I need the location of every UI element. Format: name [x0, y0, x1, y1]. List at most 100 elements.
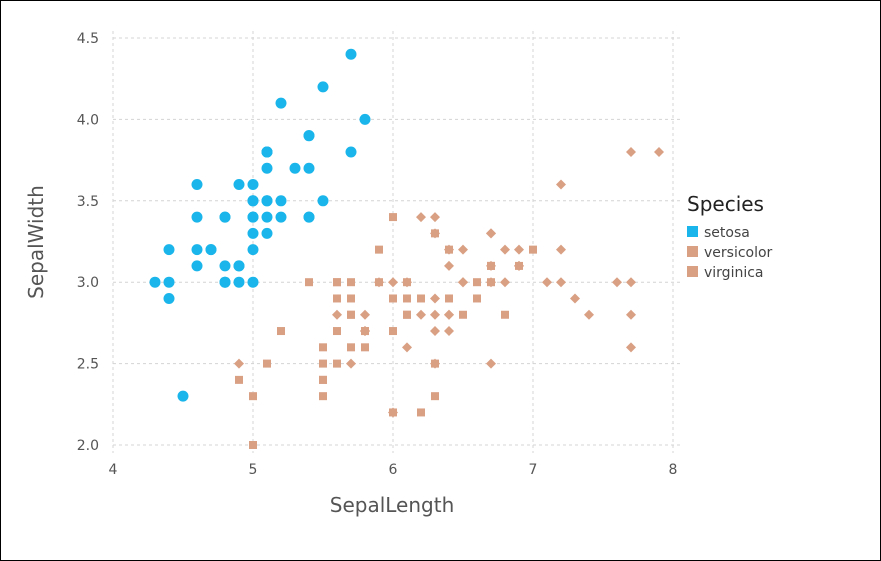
setosa-point	[345, 48, 357, 60]
virginica-point	[444, 326, 454, 337]
setosa-point	[303, 211, 315, 223]
versicolor-point	[417, 408, 425, 417]
versicolor-point	[389, 294, 397, 303]
virginica-point	[500, 277, 510, 288]
virginica-point	[374, 277, 384, 288]
versicolor-point	[333, 359, 341, 368]
versicolor-point	[473, 294, 481, 303]
legend: Species setosa versicolor virginica	[687, 192, 773, 281]
setosa-point	[219, 211, 231, 223]
setosa-point	[261, 162, 273, 174]
y-tick-label: 3.5	[77, 194, 99, 210]
virginica-point	[514, 244, 524, 255]
setosa-point	[345, 146, 357, 158]
versicolor-point	[263, 359, 271, 368]
versicolor-point	[319, 392, 327, 401]
y-tick-label: 4.5	[77, 31, 99, 47]
setosa-point	[191, 179, 203, 191]
virginica-point	[626, 309, 636, 320]
setosa-point	[149, 276, 161, 288]
setosa-point	[163, 244, 175, 256]
versicolor-point	[389, 327, 397, 336]
x-tick-labels: 4 5 6 7 8	[109, 462, 678, 478]
virginica-point	[458, 244, 468, 255]
virginica-point	[486, 228, 496, 239]
versicolor-point	[445, 294, 453, 303]
virginica-point	[416, 212, 426, 223]
virginica-point	[430, 358, 440, 369]
versicolor-point	[375, 245, 383, 254]
versicolor-point	[235, 375, 243, 384]
virginica-point	[388, 407, 398, 418]
setosa-point	[191, 211, 203, 223]
setosa-point	[275, 211, 287, 223]
setosa-point	[261, 211, 273, 223]
legend-label-setosa: setosa	[704, 225, 750, 241]
virginica-point	[486, 260, 496, 271]
virginica-point	[500, 244, 510, 255]
x-tick-label: 5	[249, 462, 258, 478]
virginica-point	[430, 309, 440, 320]
virginica-point	[444, 244, 454, 255]
versicolor-point	[347, 294, 355, 303]
virginica-point	[360, 309, 370, 320]
virginica-point	[556, 244, 566, 255]
versicolor-point	[431, 392, 439, 401]
virginica-point	[416, 309, 426, 320]
versicolor-point	[333, 327, 341, 336]
versicolor-point	[347, 343, 355, 352]
y-tick-label: 3.0	[77, 275, 99, 291]
setosa-point	[233, 179, 245, 191]
x-tick-label: 8	[669, 462, 678, 478]
data-points	[149, 48, 664, 449]
versicolor-point	[305, 278, 313, 287]
legend-swatch-virginica	[687, 266, 698, 277]
legend-title: Species	[687, 192, 764, 216]
setosa-point	[219, 260, 231, 272]
setosa-point	[191, 244, 203, 256]
virginica-point	[626, 342, 636, 353]
virginica-point	[444, 309, 454, 320]
virginica-point	[458, 277, 468, 288]
x-axis-title: SepalLength	[330, 493, 455, 517]
versicolor-point	[501, 310, 509, 319]
versicolor-point	[417, 294, 425, 303]
versicolor-point	[319, 343, 327, 352]
versicolor-point	[319, 375, 327, 384]
versicolor-point	[347, 278, 355, 287]
virginica-point	[402, 277, 412, 288]
y-tick-label: 4.0	[77, 112, 99, 128]
setosa-point	[191, 260, 203, 272]
legend-swatch-setosa	[687, 226, 698, 237]
versicolor-point	[347, 310, 355, 319]
virginica-point	[430, 228, 440, 239]
virginica-point	[612, 277, 622, 288]
setosa-point	[261, 195, 273, 207]
virginica-point	[486, 358, 496, 369]
virginica-point	[542, 277, 552, 288]
setosa-point	[205, 244, 217, 256]
virginica-point	[402, 342, 412, 353]
setosa-point	[275, 195, 287, 207]
virginica-point	[332, 309, 342, 320]
virginica-point	[570, 293, 580, 304]
setosa-point	[247, 211, 259, 223]
versicolor-point	[333, 278, 341, 287]
versicolor-point	[249, 441, 257, 449]
virginica-point	[430, 212, 440, 223]
virginica-point	[556, 179, 566, 190]
virginica-point	[430, 293, 440, 304]
versicolor-point	[361, 343, 369, 352]
grid-lines	[112, 31, 681, 453]
setosa-point	[303, 162, 315, 174]
setosa-point	[247, 195, 259, 207]
virginica-point	[486, 277, 496, 288]
virginica-point	[430, 326, 440, 337]
setosa-point	[219, 276, 231, 288]
versicolor-point	[249, 392, 257, 401]
versicolor-point	[277, 327, 285, 336]
setosa-point	[163, 276, 175, 288]
setosa-point	[177, 390, 189, 402]
